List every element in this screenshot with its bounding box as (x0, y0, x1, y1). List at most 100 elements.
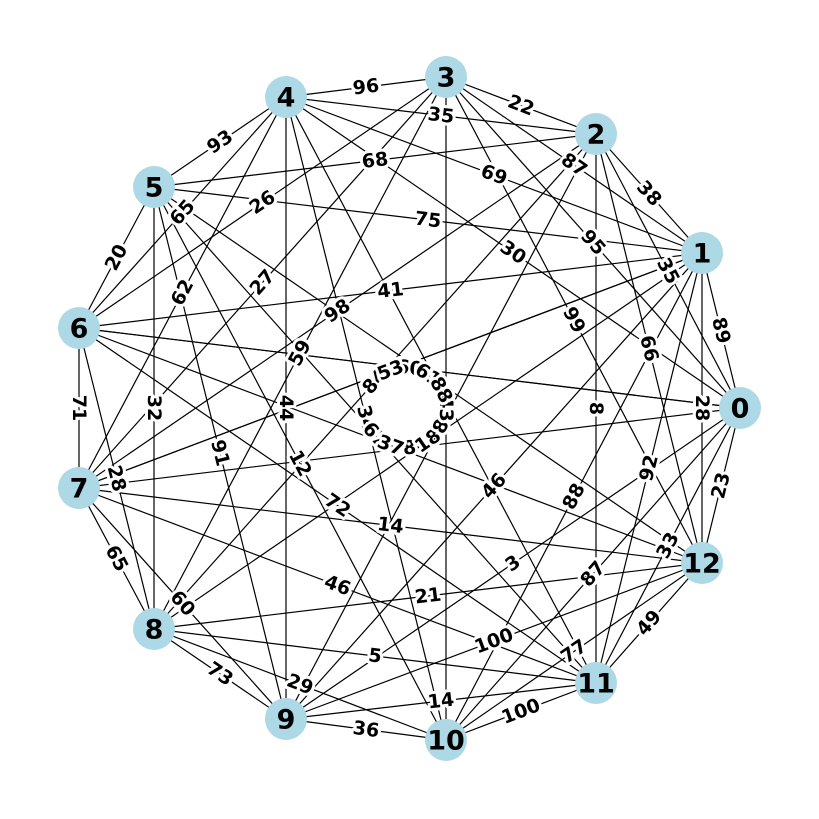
edge-0-11 (595, 407, 741, 684)
edge-9-10 (285, 718, 447, 741)
node-9: 9 (265, 698, 307, 740)
node-circle (265, 698, 307, 740)
node-circle (681, 542, 723, 584)
node-circle (133, 608, 175, 650)
edge-1-11 (595, 252, 703, 684)
edge-weight-label: 49 (632, 606, 666, 640)
node-label: 0 (731, 394, 750, 425)
edge-1-9 (285, 252, 703, 720)
edge-weight-label: 99 (558, 303, 590, 337)
node-label: 4 (277, 83, 296, 114)
node-4: 4 (265, 76, 307, 118)
edge-5-1 (153, 186, 703, 254)
edge-7-11 (78, 487, 597, 684)
node-label: 10 (427, 726, 465, 757)
edge-weight-label: 41 (376, 278, 405, 303)
edge-weight-label: 28 (103, 463, 131, 494)
edge-weight-label: 92 (635, 453, 663, 484)
edge-weight-label: 73 (203, 657, 237, 690)
edge-weight-label: 32 (143, 395, 165, 421)
node-label: 6 (70, 314, 89, 345)
edge-2-7 (78, 133, 597, 489)
edge-2-9 (285, 133, 597, 720)
edge-4-10 (285, 96, 447, 741)
edge-4-6 (78, 96, 287, 329)
edge-0-2 (595, 133, 741, 409)
edge-2-8 (153, 133, 597, 630)
edge-weight-label: 35 (427, 103, 456, 128)
edge-0-1 (701, 252, 741, 409)
edge-9-12 (285, 562, 703, 720)
edge-weight-label: 44 (275, 395, 297, 421)
edge-weight-label: 91 (206, 438, 234, 469)
edge-weight-label: 21 (414, 583, 443, 608)
edge-1-4 (285, 96, 703, 254)
edge-weight-label: 71 (68, 395, 90, 421)
node-3: 3 (425, 56, 467, 98)
edge-weight-label: 5 (367, 644, 383, 667)
edge-weight-label: 100 (472, 624, 517, 659)
edge-weight-label: 8 (585, 402, 607, 415)
edge-1-3 (445, 76, 703, 254)
node-circle (58, 467, 100, 509)
edge-2-12 (595, 133, 703, 564)
edge-5-10 (153, 186, 447, 741)
edge-weight-label: 36 (351, 717, 380, 742)
edge-4-7 (78, 96, 287, 489)
edge-0-10 (445, 407, 741, 741)
edge-4-5 (153, 96, 287, 188)
edge-2-3 (445, 76, 597, 135)
node-label: 1 (693, 239, 712, 270)
edge-0-3 (445, 76, 741, 409)
edge-1-2 (595, 133, 703, 254)
edge-weight-label: 46 (321, 571, 354, 601)
edge-weight-label: 38 (632, 176, 666, 210)
edge-weight-label: 65 (165, 195, 199, 229)
node-label: 7 (70, 474, 89, 505)
edge-5-11 (153, 186, 597, 684)
edge-4-11 (285, 96, 597, 684)
node-1: 1 (681, 232, 723, 274)
edge-10-12 (445, 562, 703, 741)
node-10: 10 (425, 719, 467, 761)
edge-weight-label: 69 (478, 160, 510, 190)
edge-weight-label: 65 (101, 542, 133, 576)
edge-2-5 (153, 133, 597, 188)
node-2: 2 (575, 113, 617, 155)
edge-5-12 (153, 186, 703, 564)
node-12: 12 (681, 542, 723, 584)
edge-1-6 (78, 252, 703, 329)
edge-8-10 (153, 628, 447, 741)
edge-2-4 (285, 96, 597, 135)
edge-1-10 (445, 252, 703, 741)
edge-6-0 (78, 327, 741, 409)
edge-3-7 (78, 76, 447, 489)
node-label: 9 (277, 705, 296, 736)
edge-6-12 (78, 327, 703, 564)
edge-weight-label: 22 (505, 91, 538, 121)
node-circle (575, 662, 617, 704)
edge-8-11 (153, 628, 597, 684)
node-5: 5 (133, 166, 175, 208)
edge-7-12 (78, 487, 703, 564)
node-label: 5 (145, 173, 164, 204)
edge-weight-label: 98 (320, 294, 354, 327)
edge-0-12 (701, 407, 741, 564)
edge-weight-label: 29 (284, 670, 317, 700)
node-label: 2 (587, 120, 606, 151)
edge-3-6 (78, 76, 447, 329)
edge-weight-label: 20 (101, 241, 133, 275)
edge-weight-label: 75 (414, 207, 443, 232)
edge-7-9 (78, 487, 287, 720)
edge-weight-label: 12 (284, 447, 316, 481)
edges-layer (78, 76, 741, 741)
edge-weight-label: 43 (435, 395, 457, 421)
node-circle (425, 56, 467, 98)
edge-weight-label: 46 (477, 469, 511, 503)
edge-weight-label: 23 (707, 470, 735, 501)
edge-weight-label: 62 (167, 276, 199, 310)
edge-10-11 (445, 682, 597, 741)
node-circle (425, 719, 467, 761)
edge-weight-label: 28 (691, 395, 713, 421)
